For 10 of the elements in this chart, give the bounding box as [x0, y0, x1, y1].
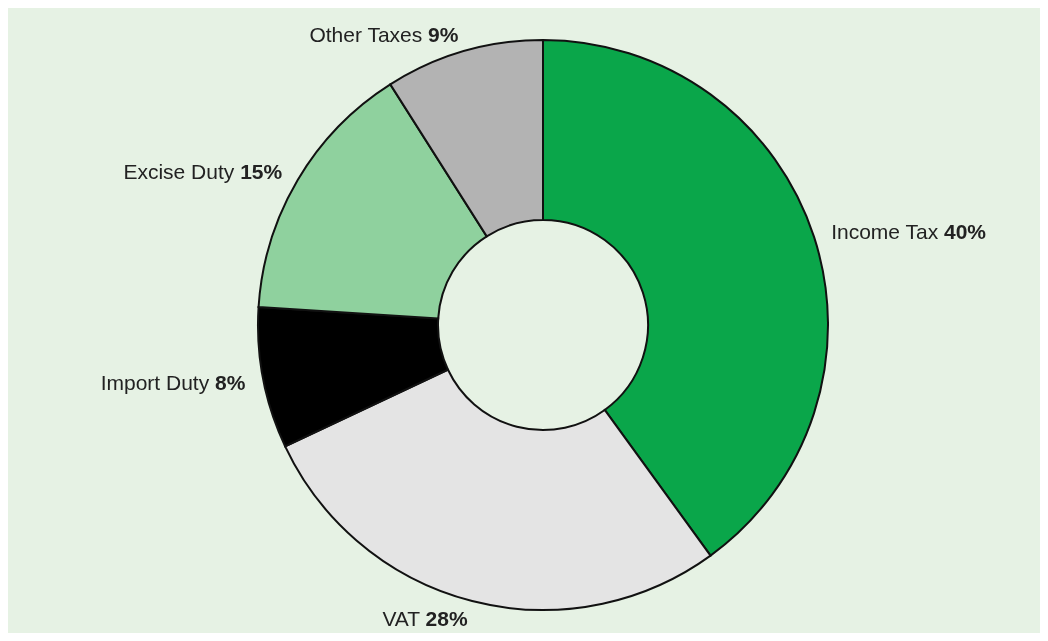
slice-label: Import Duty: [100, 370, 216, 394]
slice-label: Other Taxes: [309, 22, 429, 46]
data-label: 8%: [215, 370, 246, 394]
slice-label: Income Tax: [831, 219, 945, 243]
data-label: 9%: [428, 22, 459, 46]
data-label: 15%: [240, 159, 283, 183]
slice-label: Excise Duty: [123, 159, 241, 183]
slice-label: VAT: [382, 606, 426, 630]
data-label: 40%: [944, 219, 987, 243]
data-label: 28%: [425, 606, 468, 630]
